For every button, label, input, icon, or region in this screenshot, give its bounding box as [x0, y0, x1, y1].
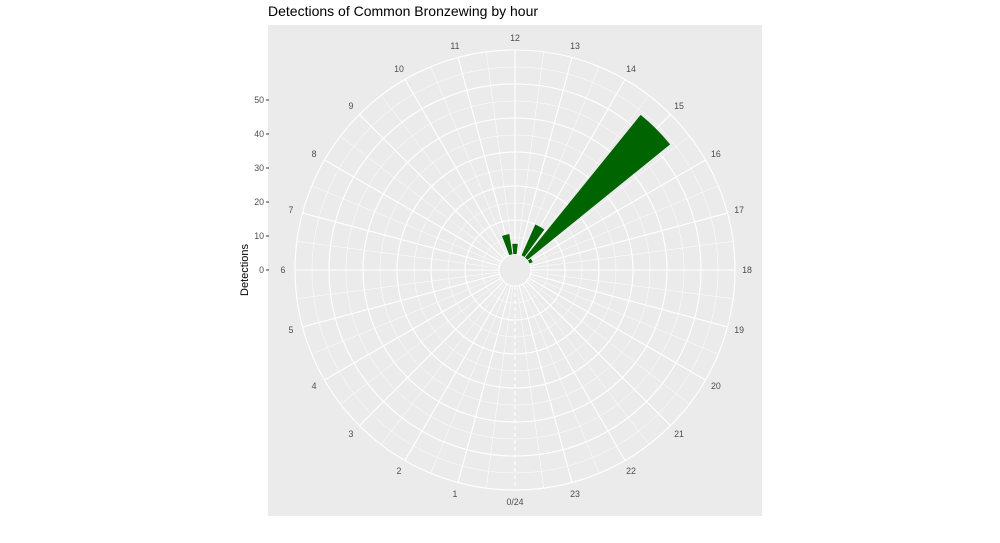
bars-layer	[501, 114, 671, 264]
hour-label: 8	[312, 149, 317, 159]
bar-hour-12	[512, 243, 518, 255]
bar-hour-11	[501, 234, 513, 256]
hour-label: 0/24	[506, 497, 523, 507]
hour-label: 5	[288, 325, 293, 335]
hour-label: 20	[711, 381, 721, 391]
y-axis: 0 10 20 30 40 50	[254, 95, 269, 275]
radial-ring	[294, 49, 736, 491]
hour-label: 6	[281, 265, 286, 275]
hour-label: 21	[674, 429, 684, 439]
hour-label: 3	[348, 429, 353, 439]
hour-label: 16	[711, 149, 721, 159]
radial-ring	[430, 185, 600, 355]
radial-ring	[464, 219, 566, 321]
radial-ring	[413, 168, 617, 372]
y-axis-title: Detections	[239, 244, 251, 296]
y-tick-label: 50	[254, 95, 264, 105]
y-tick-label: 0	[259, 265, 264, 275]
hour-label: 17	[734, 205, 744, 215]
radial-ring	[481, 236, 549, 304]
hour-label: 22	[626, 466, 636, 476]
radial-ring	[345, 100, 685, 440]
hour-label: 12	[510, 33, 520, 43]
hour-label: 18	[742, 265, 752, 275]
bar-hour-15	[525, 114, 671, 260]
y-tick-label: 40	[254, 129, 264, 139]
radial-ring	[379, 134, 651, 406]
radial-ring	[328, 83, 702, 457]
hour-label: 10	[394, 64, 404, 74]
y-tick-label: 20	[254, 197, 264, 207]
hour-label: 23	[570, 489, 580, 499]
radial-ring	[362, 117, 668, 423]
bar-hour-16	[527, 258, 533, 264]
hour-labels: 0/24123456789101112131415161718192021222…	[281, 33, 752, 507]
hour-label: 9	[348, 101, 353, 111]
grid-layer	[294, 49, 736, 491]
hour-label: 11	[450, 41, 459, 51]
hour-label: 13	[570, 41, 580, 51]
hour-label: 1	[453, 489, 458, 499]
y-tick-label: 10	[254, 231, 264, 241]
hour-label: 2	[397, 466, 402, 476]
radial-ring	[396, 151, 634, 389]
bar-hour-14	[521, 224, 545, 258]
radial-ring	[447, 202, 583, 338]
hour-label: 7	[288, 205, 293, 215]
chart-title: Detections of Common Bronzewing by hour	[268, 3, 538, 19]
hour-label: 15	[674, 101, 684, 111]
hour-label: 19	[734, 325, 744, 335]
y-tick-label: 30	[254, 163, 264, 173]
hour-label: 4	[312, 381, 317, 391]
radial-ring	[311, 66, 719, 474]
hour-label: 14	[626, 64, 636, 74]
